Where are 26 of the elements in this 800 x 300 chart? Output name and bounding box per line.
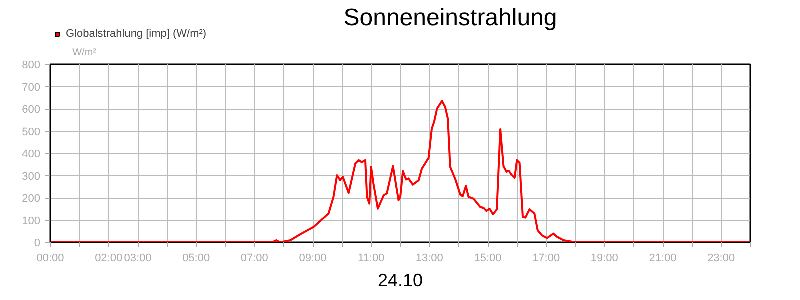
- x-tick-label: 17:00: [532, 252, 560, 264]
- y-tick-label: 300: [22, 170, 41, 183]
- y-tick-label: 800: [22, 60, 41, 72]
- x-tick-label: 15:00: [474, 252, 502, 264]
- x-tick-label: 13:00: [416, 252, 444, 264]
- x-tick-label: 00:00: [36, 252, 64, 264]
- y-tick-label: 500: [22, 126, 41, 138]
- y-tick-label: 200: [22, 193, 41, 205]
- x-tick-label: 07:00: [240, 252, 268, 264]
- y-tick-label: 700: [22, 82, 41, 94]
- y-tick-label: 100: [22, 215, 41, 228]
- x-tick-label: 09:00: [299, 252, 327, 264]
- y-tick-label: 0: [34, 238, 41, 250]
- chart-title: Sonneneinstrahlung: [344, 4, 558, 32]
- x-tick-label: 19:00: [590, 252, 618, 264]
- y-tick-label: 400: [22, 148, 41, 160]
- y-tick-label: 600: [22, 104, 41, 116]
- y-axis-title: W/m²: [72, 48, 98, 58]
- x-tick-label: 21:00: [649, 252, 677, 264]
- x-axis-title: 24.10: [378, 270, 424, 290]
- x-tick-label: 02:00: [95, 252, 123, 264]
- legend-label: Globalstrahlung [imp] (W/m²): [66, 28, 207, 40]
- x-tick-label: 03:00: [124, 252, 152, 264]
- x-tick-label: 05:00: [182, 252, 210, 264]
- x-tick-label: 11:00: [358, 252, 385, 264]
- x-tick-label: 23:00: [708, 252, 736, 264]
